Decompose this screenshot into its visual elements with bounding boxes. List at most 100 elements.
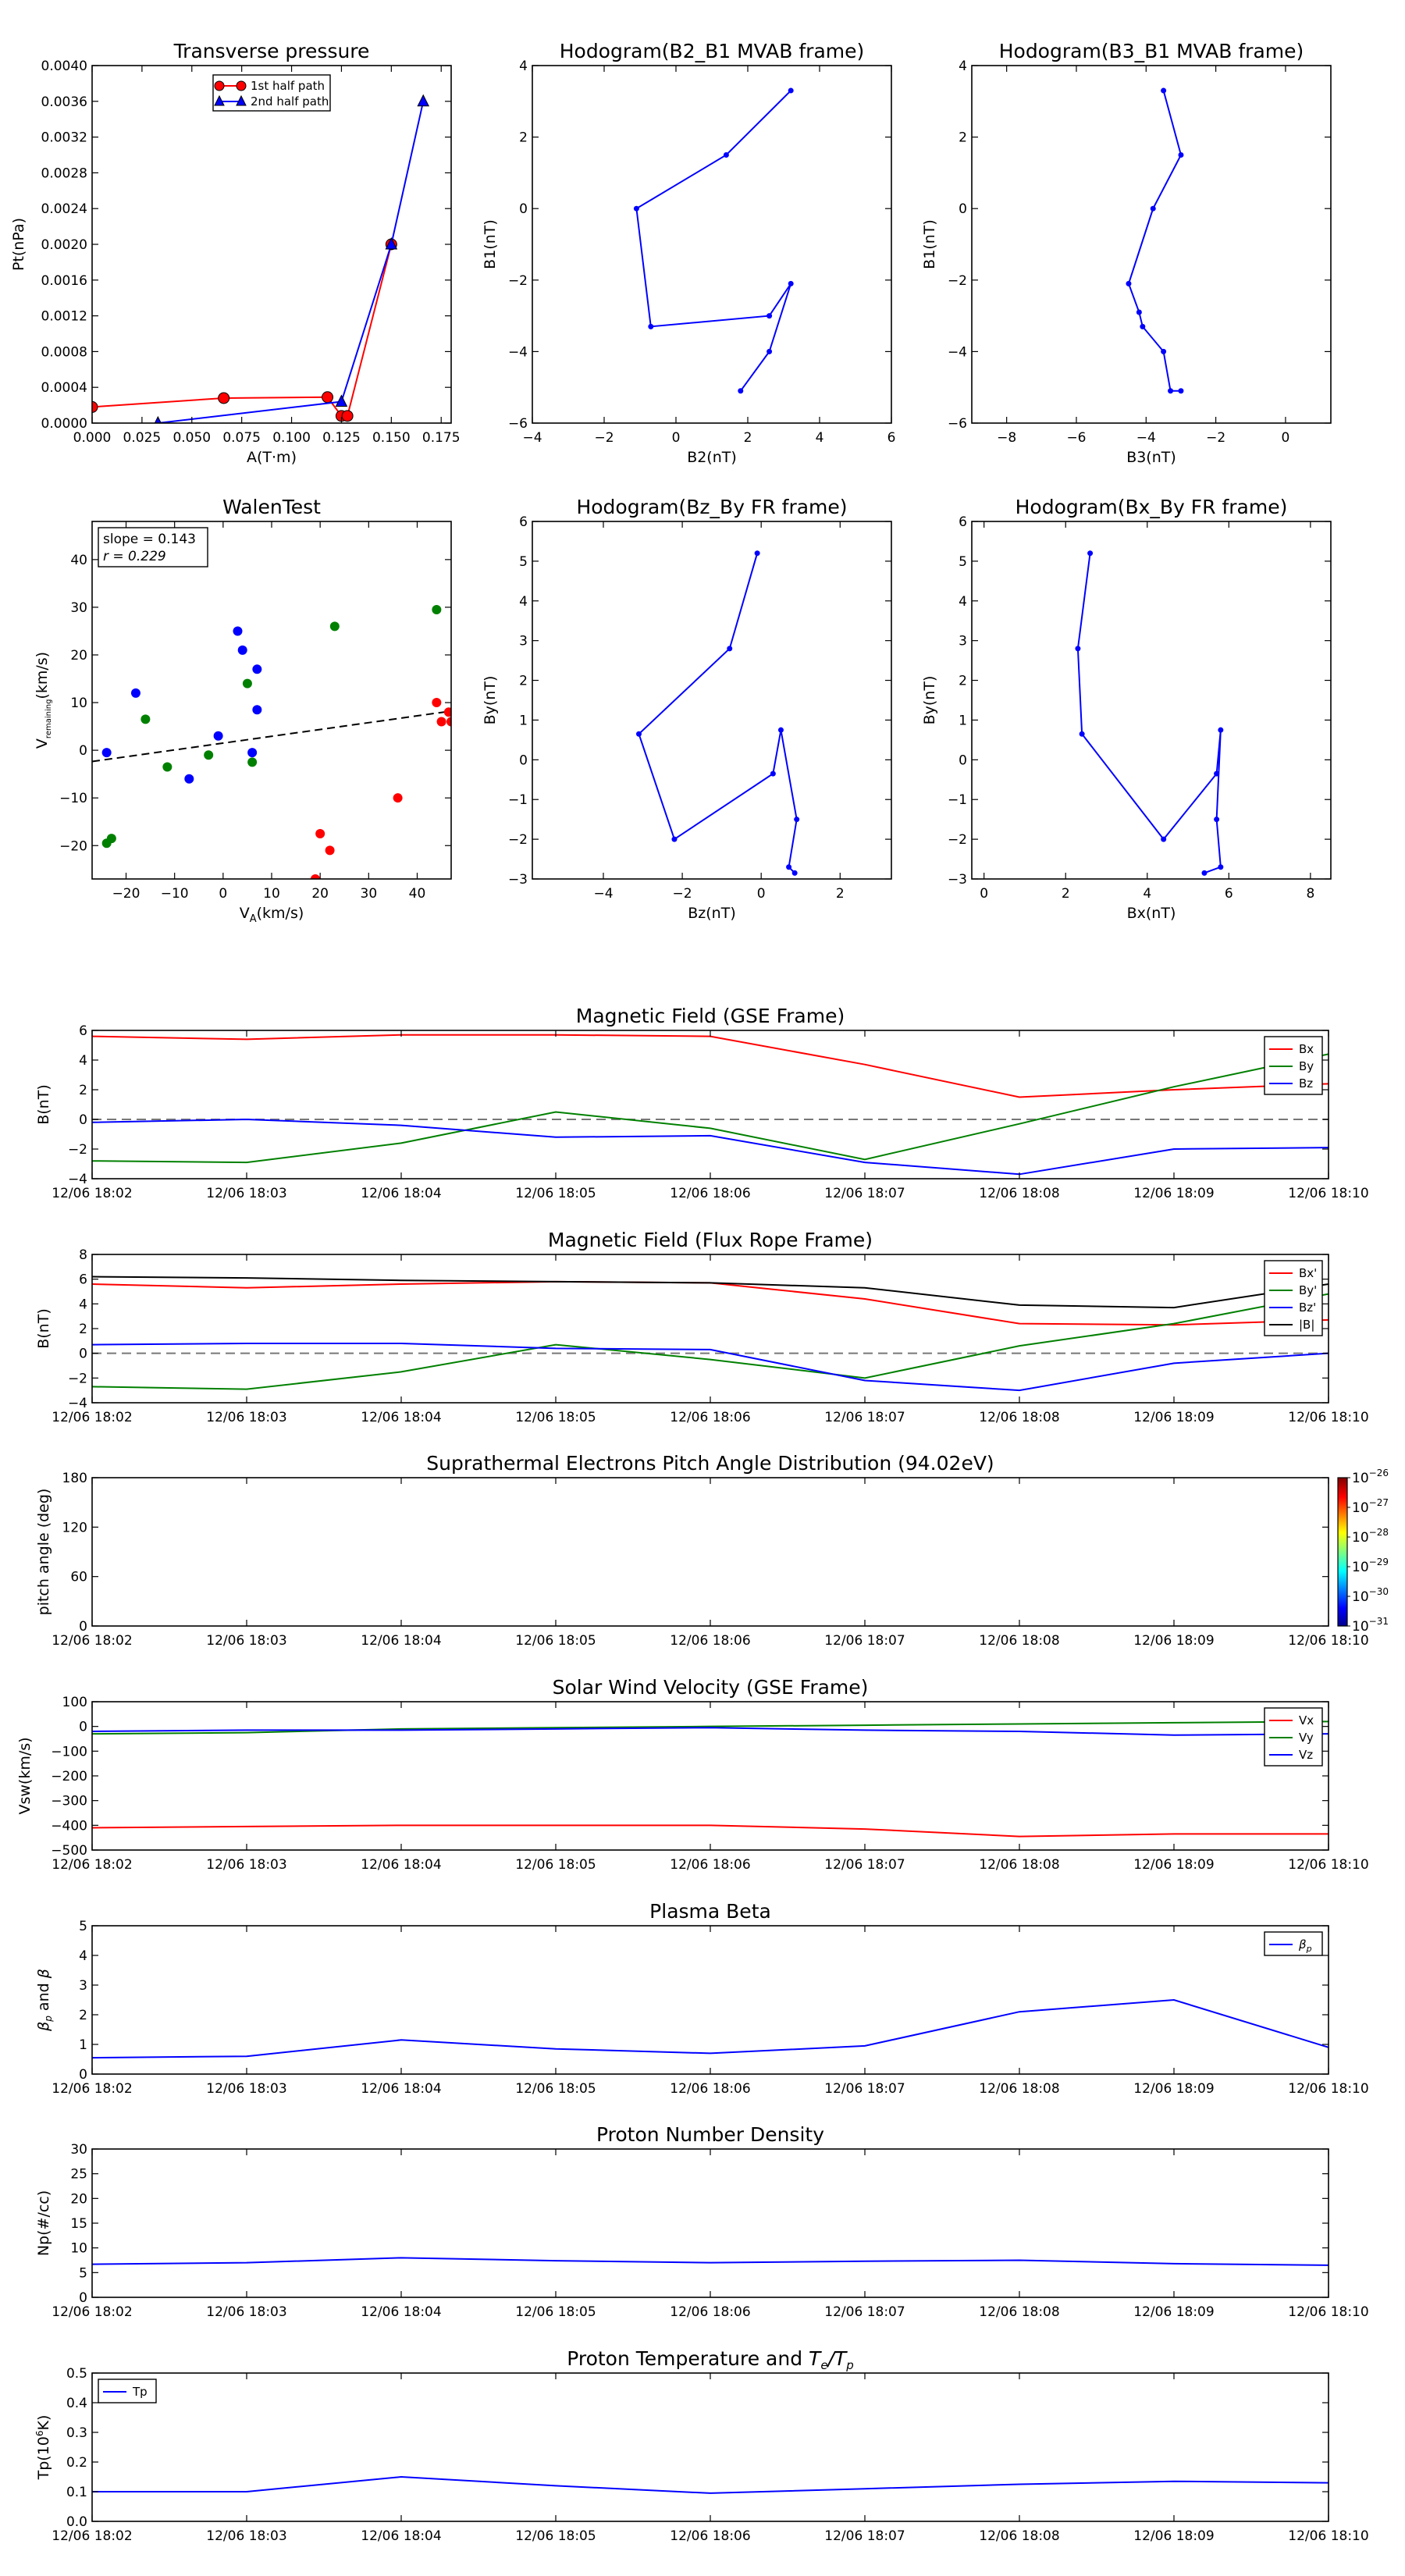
data-point [184,774,194,784]
y-tick-label: 3 [519,634,528,649]
data-point [130,688,140,698]
data-point [1126,280,1132,286]
y-tick-label: 0 [79,2067,87,2083]
x-tick-label: 12/06 18:09 [1133,1186,1214,1201]
data-point [218,392,230,404]
legend-label: By [1299,1059,1314,1073]
data-point [727,646,733,652]
y-axis-label: Pt(nPa) [10,218,27,271]
x-tick-label: 12/06 18:03 [206,2528,286,2544]
x-tick-label: 12/06 18:04 [361,1633,441,1649]
x-tick-label: 12/06 18:10 [1288,2528,1368,2544]
legend [212,74,331,112]
x-tick-label: 12/06 18:08 [979,2081,1059,2097]
y-tick-label: −4 [68,1396,87,1411]
chart-title: Hodogram(Bx_By FR frame) [1016,496,1288,518]
y-tick-label: −2 [948,273,967,289]
y-tick-label: −6 [948,416,967,432]
y-tick-label: 5 [79,2265,87,2281]
data-point [777,727,784,733]
plot-frame [532,65,892,424]
y-tick-label: 30 [70,2142,87,2158]
y-tick-label: 4 [79,1297,87,1312]
data-point [1214,770,1220,777]
series-line [92,1034,1329,1098]
y-tick-label: 8 [79,1247,87,1263]
plot-area [1075,550,1224,876]
x-tick-label: 12/06 18:10 [1288,2304,1368,2320]
series-line [92,1343,1329,1392]
plot-frame [91,1701,1329,1851]
y-tick-label: 0 [79,1112,87,1128]
x-tick-label: 0 [757,886,766,902]
x-tick-label: 10 [263,886,280,902]
y-tick-label: 100 [62,1695,87,1710]
annotation-r: r = 0.229 [103,549,166,564]
data-point [1087,550,1094,557]
x-tick-label: 0.100 [272,430,311,446]
x-tick-label: 6 [887,430,896,446]
x-tick-label: 12/06 18:09 [1133,1410,1214,1425]
x-tick-label: 12/06 18:10 [1288,1410,1368,1425]
y-tick-label: 0.5 [66,2366,87,2382]
x-tick-label: 12/06 18:03 [206,2304,286,2320]
y-axis-label: Vsw(km/s) [16,1737,34,1814]
data-point [1161,836,1167,842]
x-tick-label: 0.025 [123,430,162,446]
y-tick-label: 2 [79,2008,87,2023]
y-tick-label: 3 [79,1978,87,1994]
y-tick-label: 4 [519,594,528,610]
data-point [635,731,642,737]
y-tick-label: 5 [959,554,967,570]
x-tick-label: −4 [522,430,542,446]
x-tick-label: 12/06 18:07 [824,1186,905,1201]
legend-label: 2nd half path [251,94,329,109]
series-line [92,2257,1329,2266]
x-tick-label: 12/06 18:07 [824,1633,905,1649]
x-tick-label: 12/06 18:07 [824,2528,905,2544]
y-tick-label: 0 [79,1619,87,1635]
chart-title: Hodogram(B3_B1 MVAB frame) [999,40,1304,62]
x-axis-label: Bz(nT) [688,905,735,922]
y-tick-label: 2 [959,130,967,146]
plot-frame [91,1925,1329,2075]
data-point [204,750,214,760]
series-line [158,101,425,423]
y-tick-label: 10 [70,696,87,711]
chart-tp: Transverse pressure 0.0000 0.0004 0.0008 0.0… [10,40,461,466]
x-tick-label: 12/06 18:05 [515,1857,596,1873]
legend-label: Tp [132,2385,148,2399]
y-tick-label: 4 [519,59,528,74]
data-point [770,770,776,777]
y-tick-label: −4 [508,344,528,360]
series-line [92,1824,1329,1838]
data-point [106,834,116,844]
y-tick-label: 0 [959,753,967,768]
data-point [1201,870,1208,876]
x-tick-label: 6 [1225,886,1233,902]
chart-h3: Hodogram(Bz_By FR frame) −3 −2 −1 0 1 2 3 4 5 6 −4 −… [482,496,892,922]
colorbar-tick-label: 10−26 [1352,1468,1389,1486]
legend-label: Bx [1299,1042,1314,1056]
data-point [633,205,639,212]
data-point [335,394,348,407]
data-point [242,678,252,688]
y-tick-label: 0 [79,2290,87,2306]
y-axis-label: B1(nT) [921,219,938,269]
x-tick-label: 12/06 18:08 [979,1186,1059,1201]
plot-area [92,1720,1329,1838]
chart-title: Plasma Beta [649,1900,771,1923]
y-tick-label: 3 [959,634,967,649]
y-tick-label: −2 [68,1371,87,1386]
chart-vsw: Solar Wind Velocity (GSE Frame) −500 −400 −… [16,1676,1369,1873]
x-tick-label: 20 [311,886,329,902]
y-tick-label: 1 [519,713,528,728]
y-tick-label: 0.0000 [41,416,87,432]
x-tick-label: 12/06 18:06 [670,1633,750,1649]
x-tick-label: 0 [219,886,227,902]
data-point [247,757,258,767]
x-tick-label: 12/06 18:07 [824,1857,905,1873]
legend-marker [236,94,247,106]
x-tick-label: 4 [816,430,824,446]
chart-pad: Suprathermal Electrons Pitch Angle Distr… [35,1452,1389,1649]
